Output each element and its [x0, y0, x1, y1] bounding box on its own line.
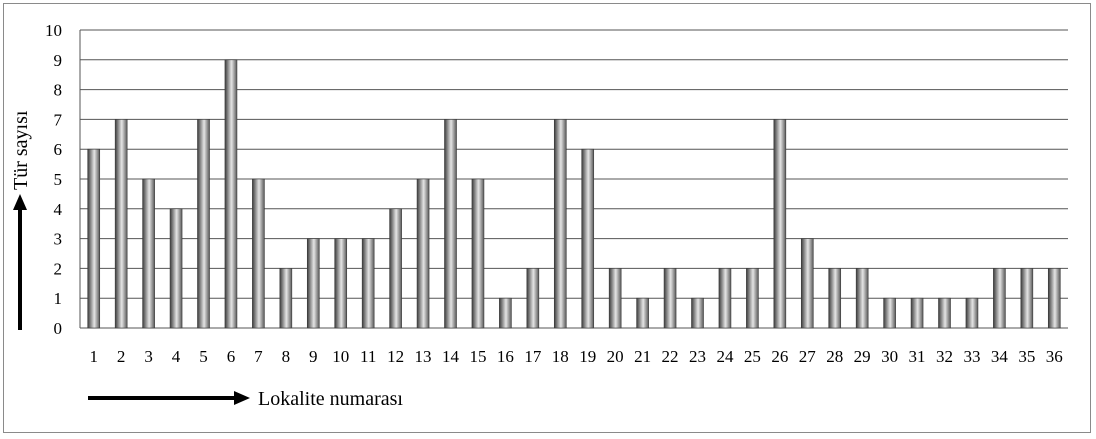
x-tick-label: 22: [662, 347, 679, 366]
x-tick-label: 30: [881, 347, 898, 366]
bar-lokalite-4: [169, 208, 183, 329]
x-tick-label: 35: [1018, 347, 1035, 366]
x-tick-label: 12: [387, 347, 404, 366]
bar-lokalite-9: [306, 238, 320, 329]
bar-lokalite-36: [1047, 268, 1061, 329]
bar-lokalite-35: [1020, 268, 1034, 329]
x-tick-label: 25: [744, 347, 761, 366]
y-tick-label: 9: [54, 51, 63, 70]
x-tick-label: 13: [415, 347, 432, 366]
chart-frame: [3, 3, 1091, 433]
y-tick-label: 3: [54, 230, 63, 249]
x-tick-label: 20: [607, 347, 624, 366]
bar-lokalite-5: [197, 119, 210, 329]
bar-lokalite-11: [361, 238, 375, 329]
bar-lokalite-1: [87, 148, 101, 329]
bar-lokalite-18: [553, 119, 567, 329]
x-tick-label: 34: [991, 347, 1009, 366]
bar-lokalite-16: [499, 297, 512, 329]
bar-lokalite-20: [608, 268, 622, 329]
x-tick-label: 29: [854, 347, 871, 366]
bar-lokalite-30: [883, 297, 896, 329]
y-tick-label: 2: [54, 259, 63, 278]
x-tick-label: 19: [579, 347, 596, 366]
bars: [87, 59, 1061, 329]
bar-lokalite-21: [636, 297, 649, 329]
x-tick-label: 6: [227, 347, 236, 366]
x-tick-label: 9: [309, 347, 318, 366]
x-axis-title: Lokalite numarası: [258, 388, 403, 410]
x-tick-label: 17: [524, 347, 542, 366]
x-tick-label: 11: [360, 347, 376, 366]
x-tick-label: 26: [771, 347, 788, 366]
bar-lokalite-34: [993, 268, 1006, 329]
x-tick-label: 33: [963, 347, 980, 366]
x-tick-label: 23: [689, 347, 706, 366]
bar-lokalite-22: [663, 268, 677, 329]
bar-lokalite-31: [910, 297, 924, 329]
bar-lokalite-10: [334, 238, 348, 329]
bar-lokalite-2: [114, 119, 128, 329]
bar-lokalite-27: [800, 238, 814, 329]
y-tick-label: 1: [54, 289, 63, 308]
x-tick-label: 1: [89, 347, 98, 366]
bar-lokalite-14: [444, 119, 457, 329]
bar-lokalite-23: [691, 297, 704, 329]
bar-lokalite-13: [416, 178, 430, 329]
x-tick-label: 21: [634, 347, 651, 366]
bar-lokalite-24: [718, 268, 732, 329]
y-tick-label: 0: [54, 319, 63, 338]
x-tick-label: 36: [1046, 347, 1063, 366]
x-tick-labels: 1 2 3 4 5 6 7 8 9 10 11 12 13 14 15 16 17 18 19 20 21 22 23 24 2…: [89, 347, 1062, 366]
bar-lokalite-17: [526, 268, 540, 329]
bar-lokalite-28: [828, 268, 842, 329]
x-tick-label: 2: [117, 347, 126, 366]
bar-lokalite-8: [279, 268, 293, 329]
y-tick-labels: 0 1 2 3 4 5 6 7 8 9 10: [45, 21, 63, 338]
x-tick-label: 7: [254, 347, 263, 366]
gridlines: [79, 29, 1068, 329]
bar-lokalite-25: [746, 268, 759, 329]
x-tick-label: 8: [282, 347, 291, 366]
bar-lokalite-12: [389, 208, 402, 329]
y-tick-label: 7: [54, 110, 63, 129]
x-tick-label: 4: [172, 347, 181, 366]
bar-lokalite-33: [965, 297, 979, 329]
bar-lokalite-3: [142, 178, 155, 329]
bar-lokalite-26: [773, 119, 787, 329]
y-tick-label: 6: [54, 140, 63, 159]
x-tick-label: 3: [144, 347, 153, 366]
bar-lokalite-29: [855, 268, 869, 329]
x-tick-label: 28: [826, 347, 843, 366]
x-tick-label: 32: [936, 347, 953, 366]
x-tick-label: 18: [552, 347, 569, 366]
bar-lokalite-32: [938, 297, 951, 329]
y-tick-label: 8: [54, 81, 63, 100]
x-tick-label: 10: [332, 347, 349, 366]
y-tick-label: 5: [54, 170, 63, 189]
x-tick-label: 16: [497, 347, 514, 366]
bar-lokalite-19: [581, 148, 595, 329]
x-tick-label: 24: [716, 347, 734, 366]
bar-lokalite-6: [224, 59, 238, 329]
y-axis-arrowhead: [13, 194, 27, 210]
bar-lokalite-15: [471, 178, 485, 329]
x-tick-label: 15: [469, 347, 486, 366]
x-tick-label: 27: [799, 347, 817, 366]
x-tick-label: 31: [909, 347, 926, 366]
x-axis-arrowhead: [234, 391, 250, 405]
y-tick-label: 4: [54, 200, 63, 219]
y-tick-label: 10: [45, 21, 62, 40]
x-tick-label: 5: [199, 347, 208, 366]
bar-lokalite-7: [252, 178, 265, 329]
y-axis-title: Tür sayısı: [10, 110, 32, 190]
x-tick-label: 14: [442, 347, 460, 366]
